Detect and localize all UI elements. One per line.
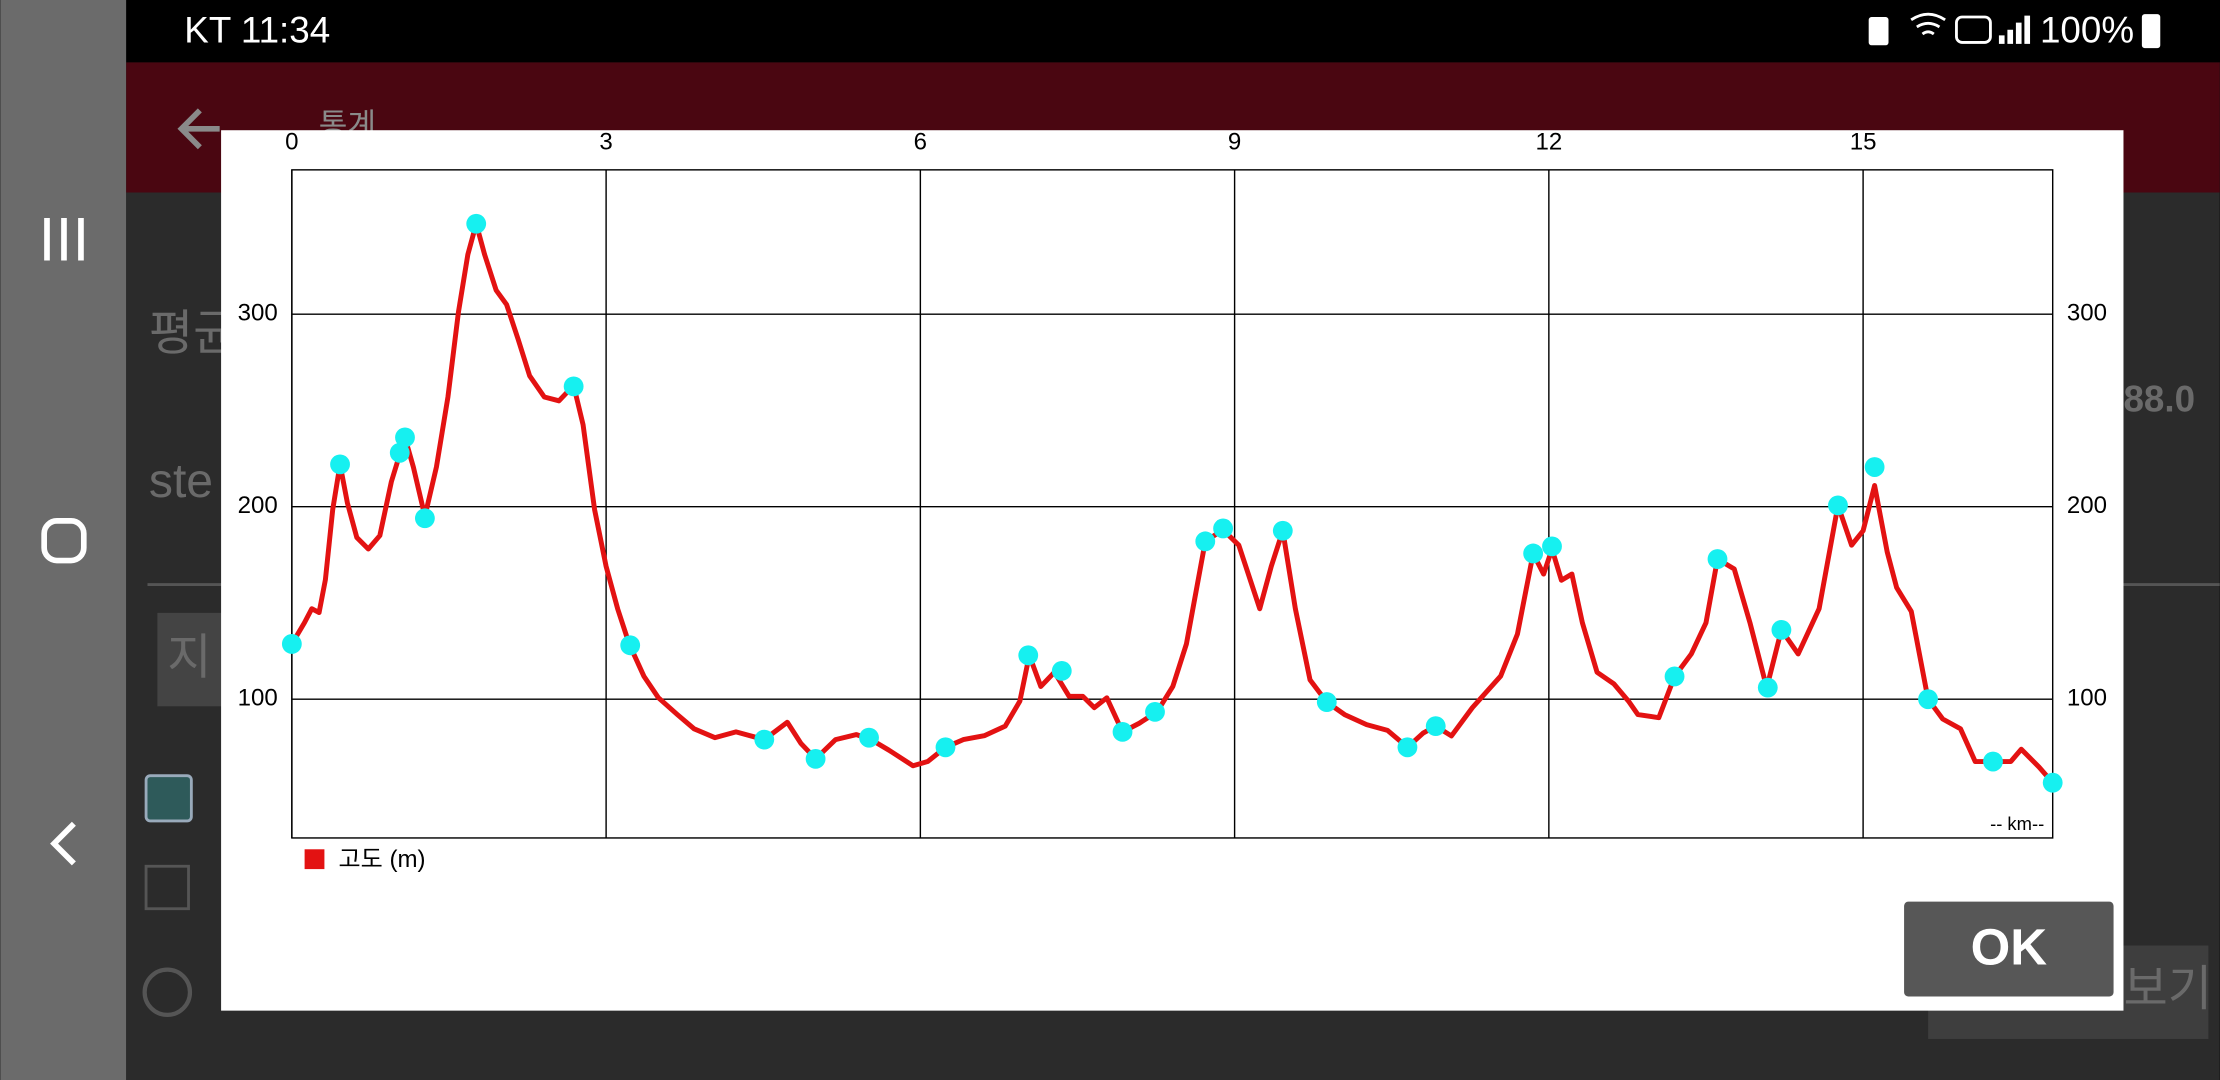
waypoint bbox=[859, 727, 879, 748]
waypoint bbox=[1272, 520, 1293, 541]
waypoint bbox=[1397, 737, 1418, 758]
bg-label: 보기 bbox=[2123, 962, 2212, 1016]
waypoint bbox=[1983, 751, 2003, 772]
bg-label: ste bbox=[149, 454, 213, 508]
waypoint bbox=[1145, 701, 1165, 722]
waypoint bbox=[1542, 536, 1562, 557]
waypoint bbox=[2042, 772, 2063, 793]
waypoint bbox=[1051, 660, 1072, 681]
bg-radio bbox=[142, 967, 193, 1018]
waypoint bbox=[1757, 677, 1778, 698]
waypoint bbox=[1316, 692, 1337, 712]
recent-button[interactable] bbox=[44, 217, 84, 261]
nav-icons bbox=[41, 217, 87, 866]
waypoint bbox=[330, 454, 350, 475]
waypoint bbox=[1918, 689, 1938, 710]
waypoint bbox=[754, 729, 775, 750]
y2-tick-label: 300 bbox=[2067, 300, 2107, 327]
legend-swatch bbox=[304, 849, 325, 870]
waypoint bbox=[1771, 619, 1792, 640]
waypoint bbox=[395, 427, 415, 448]
elevation-chart: 0 3 6 9 12 15 100 100 200 200 300 300 -- km-- 고도 (m) bbox=[238, 128, 2107, 873]
y-tick-label: 300 bbox=[238, 300, 278, 327]
ok-button[interactable] bbox=[1904, 901, 2114, 997]
waypoint bbox=[1195, 531, 1216, 552]
waypoint bbox=[1112, 721, 1133, 742]
x-tick-label: 15 bbox=[1850, 128, 1877, 155]
waypoint bbox=[414, 508, 435, 529]
waypoint bbox=[1707, 549, 1728, 569]
x-tick-label: 12 bbox=[1535, 128, 1562, 155]
dialog bbox=[221, 130, 2124, 1011]
waypoint bbox=[1864, 457, 1885, 477]
waypoint bbox=[805, 748, 826, 769]
back-button[interactable] bbox=[50, 821, 76, 866]
bg-checkbox bbox=[144, 864, 190, 911]
status-icons bbox=[1868, 12, 2161, 49]
home-button[interactable] bbox=[41, 518, 87, 564]
bg-input bbox=[157, 612, 229, 707]
waypoint bbox=[281, 634, 302, 654]
waypoint bbox=[1828, 495, 1848, 516]
waypoint bbox=[1523, 543, 1544, 564]
x-tick-label: 9 bbox=[1228, 128, 1241, 155]
legend-label: 고도 (m) bbox=[339, 846, 426, 873]
nav-bar bbox=[0, 0, 127, 1080]
waypoint bbox=[389, 442, 410, 463]
x-tick-label: 3 bbox=[599, 128, 612, 155]
elevation-line bbox=[289, 221, 2055, 785]
back-arrow[interactable] bbox=[177, 108, 220, 150]
ok-button-label: OK bbox=[1971, 919, 2048, 976]
waypoint bbox=[1018, 645, 1039, 666]
bg-label: 지 bbox=[167, 631, 211, 685]
waypoint bbox=[935, 737, 956, 758]
waypoint bbox=[466, 213, 487, 234]
waypoint bbox=[620, 635, 641, 656]
waypoint bbox=[1664, 666, 1685, 687]
waypoint bbox=[563, 376, 584, 397]
bg-checkbox bbox=[144, 774, 193, 823]
bg-label: 88.0 bbox=[2123, 379, 2195, 420]
y2-tick-label: 100 bbox=[2067, 685, 2107, 712]
y2-tick-label: 200 bbox=[2067, 492, 2107, 519]
x-tick-label: 6 bbox=[914, 128, 927, 155]
status-bar bbox=[126, 0, 2220, 63]
waypoint bbox=[1213, 518, 1233, 539]
waypoint bbox=[1425, 716, 1446, 737]
y-tick-label: 100 bbox=[238, 685, 278, 712]
x-axis-label: -- km-- bbox=[1990, 813, 2044, 834]
y-tick-label: 200 bbox=[238, 492, 278, 519]
battery-level: 100% bbox=[2040, 9, 2134, 50]
status-time: KT 11:34 bbox=[184, 9, 330, 50]
x-tick-label: 0 bbox=[285, 128, 298, 155]
